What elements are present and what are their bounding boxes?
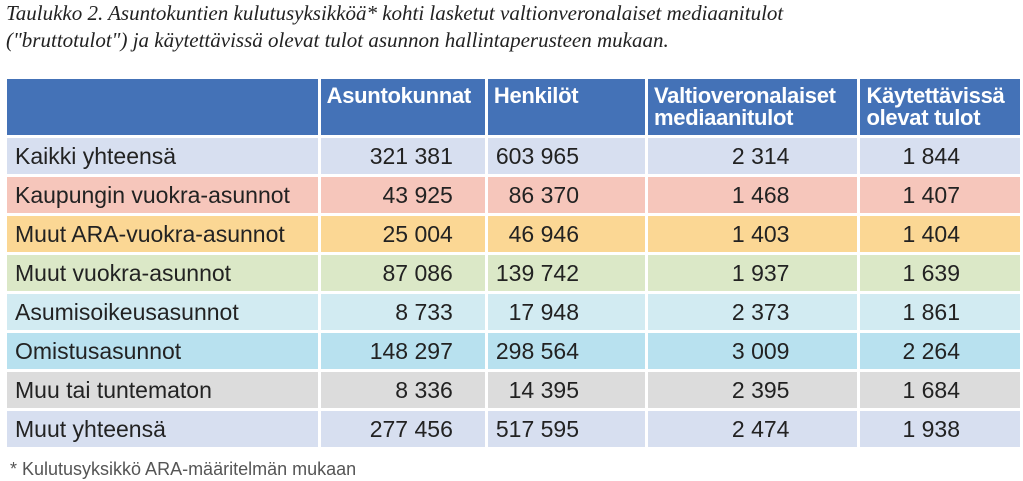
cell-asuntokunnat: 25 004 bbox=[320, 216, 485, 252]
table-row: Asumisoikeusasunnot 8 733 17 948 2 373 1 861 bbox=[7, 294, 1020, 330]
cell-henkilot: 139 742 bbox=[487, 255, 645, 291]
cell-mediaanitulot: 2 314 bbox=[648, 138, 858, 174]
cell-asuntokunnat: 148 297 bbox=[320, 333, 485, 369]
cell-mediaanitulot: 1 937 bbox=[648, 255, 858, 291]
table-row: Omistusasunnot 148 297 298 564 3 009 2 264 bbox=[7, 333, 1020, 369]
cell-kaytettavissa: 1 684 bbox=[860, 372, 1020, 408]
cell-kaytettavissa: 1 404 bbox=[860, 216, 1020, 252]
cell-asuntokunnat: 43 925 bbox=[320, 177, 485, 213]
cell-kaytettavissa: 1 407 bbox=[860, 177, 1020, 213]
caption-line-2: ("bruttotulot") ja käytettävissä olevat … bbox=[6, 28, 669, 52]
cell-kaytettavissa: 1 861 bbox=[860, 294, 1020, 330]
cell-henkilot: 46 946 bbox=[487, 216, 645, 252]
row-label: Muut ARA-vuokra-asunnot bbox=[7, 216, 318, 252]
income-table: Asuntokunnat Henkilöt Valtioveronalaiset… bbox=[4, 76, 1023, 450]
table-row: Muut vuokra-asunnot 87 086 139 742 1 937 1 6… bbox=[7, 255, 1020, 291]
cell-asuntokunnat: 87 086 bbox=[320, 255, 485, 291]
cell-kaytettavissa: 1 938 bbox=[860, 411, 1020, 447]
cell-mediaanitulot: 1 403 bbox=[648, 216, 858, 252]
table-caption: Taulukko 2. Asuntokuntien kulutusyksikkö… bbox=[6, 0, 1016, 54]
table-row: Muut yhteensä 277 456 517 595 2 474 1 938 bbox=[7, 411, 1020, 447]
header-kaytettavissa: Käytettävissä olevat tulot bbox=[860, 79, 1020, 135]
cell-henkilot: 14 395 bbox=[487, 372, 645, 408]
row-label: Kaupungin vuokra-asunnot bbox=[7, 177, 318, 213]
cell-kaytettavissa: 2 264 bbox=[860, 333, 1020, 369]
table-row: Muut ARA-vuokra-asunnot 25 004 46 946 1 403… bbox=[7, 216, 1020, 252]
cell-henkilot: 603 965 bbox=[487, 138, 645, 174]
cell-asuntokunnat: 277 456 bbox=[320, 411, 485, 447]
header-empty bbox=[7, 79, 318, 135]
row-label: Omistusasunnot bbox=[7, 333, 318, 369]
table-row: Muu tai tuntematon 8 336 14 395 2 395 1 684 bbox=[7, 372, 1020, 408]
cell-mediaanitulot: 2 373 bbox=[648, 294, 858, 330]
row-label: Muut yhteensä bbox=[7, 411, 318, 447]
table-row: Kaupungin vuokra-asunnot 43 925 86 370 1 46… bbox=[7, 177, 1020, 213]
row-label: Asumisoikeusasunnot bbox=[7, 294, 318, 330]
footnote: * Kulutusyksikkö ARA-määritelmän mukaan bbox=[10, 459, 357, 479]
cell-henkilot: 17 948 bbox=[487, 294, 645, 330]
row-label: Kaikki yhteensä bbox=[7, 138, 318, 174]
cell-henkilot: 517 595 bbox=[487, 411, 645, 447]
cell-asuntokunnat: 8 336 bbox=[320, 372, 485, 408]
row-label: Muut vuokra-asunnot bbox=[7, 255, 318, 291]
cell-mediaanitulot: 2 395 bbox=[648, 372, 858, 408]
cell-mediaanitulot: 2 474 bbox=[648, 411, 858, 447]
table-header-row: Asuntokunnat Henkilöt Valtioveronalaiset… bbox=[7, 79, 1020, 135]
header-mediaanitulot: Valtioveronalaiset mediaanitulot bbox=[648, 79, 858, 135]
cell-henkilot: 298 564 bbox=[487, 333, 645, 369]
cell-mediaanitulot: 1 468 bbox=[648, 177, 858, 213]
caption-line-1: Taulukko 2. Asuntokuntien kulutusyksikkö… bbox=[6, 1, 784, 25]
cell-mediaanitulot: 3 009 bbox=[648, 333, 858, 369]
cell-kaytettavissa: 1 639 bbox=[860, 255, 1020, 291]
header-asuntokunnat: Asuntokunnat bbox=[320, 79, 485, 135]
cell-henkilot: 86 370 bbox=[487, 177, 645, 213]
header-henkilot: Henkilöt bbox=[487, 79, 645, 135]
cell-asuntokunnat: 321 381 bbox=[320, 138, 485, 174]
row-label: Muu tai tuntematon bbox=[7, 372, 318, 408]
cell-kaytettavissa: 1 844 bbox=[860, 138, 1020, 174]
table-row: Kaikki yhteensä 321 381 603 965 2 314 1 844 bbox=[7, 138, 1020, 174]
cell-asuntokunnat: 8 733 bbox=[320, 294, 485, 330]
